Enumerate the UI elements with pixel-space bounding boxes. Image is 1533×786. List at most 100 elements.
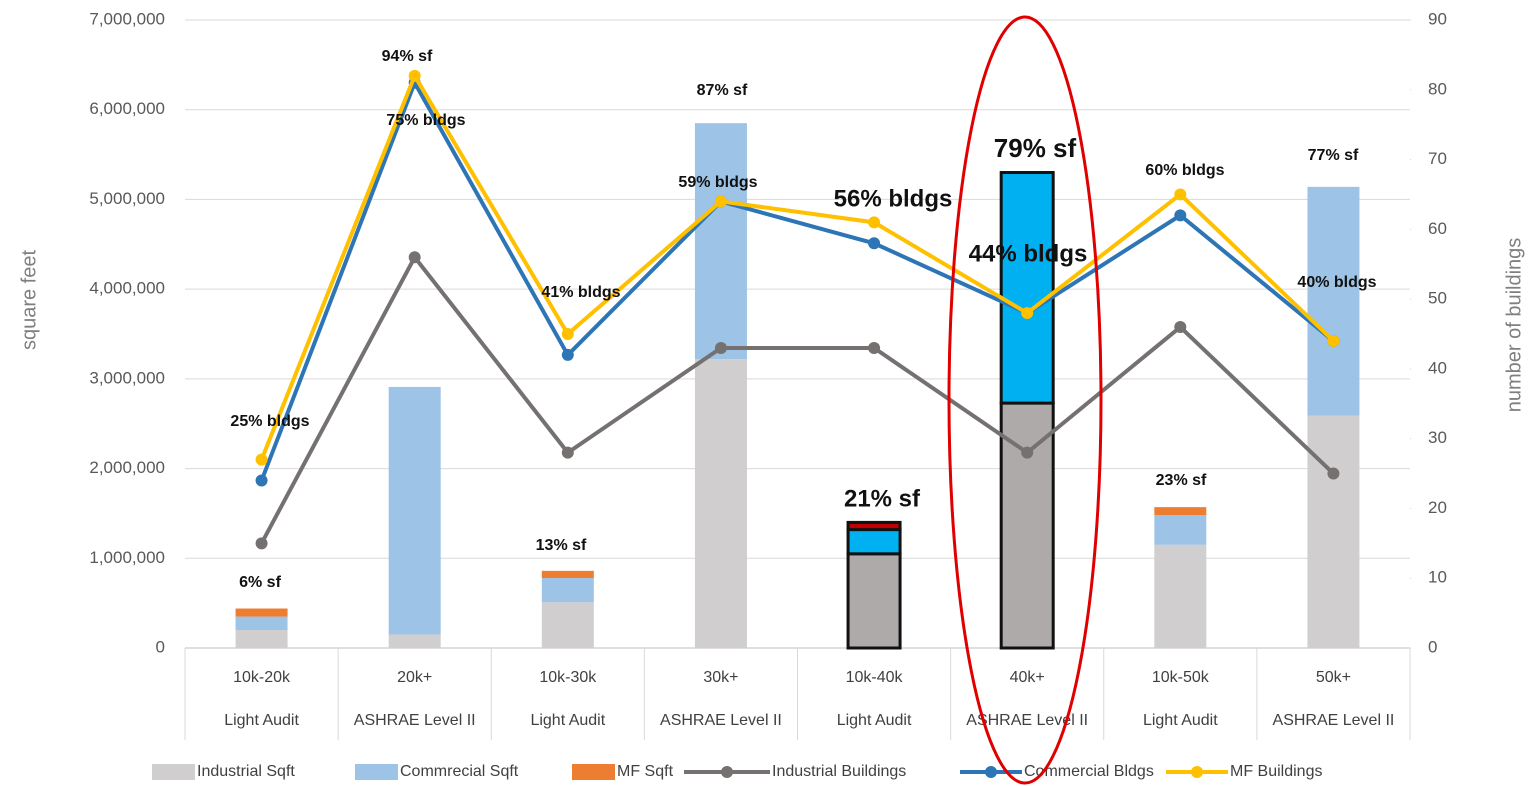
line-marker xyxy=(714,341,727,354)
x-group-label: ASHRAE Level II xyxy=(966,712,1088,729)
bar xyxy=(1154,507,1207,516)
legend-label: Commrecial Sqft xyxy=(400,763,519,780)
bar xyxy=(846,520,902,532)
bar xyxy=(388,634,441,648)
plot: 0 1,000,000 2,000,000 3,000,000 4,000,000 5,0… xyxy=(89,9,1447,780)
annotation: 56% bldgs xyxy=(834,185,953,212)
bar xyxy=(694,359,747,648)
line-marker xyxy=(1021,446,1034,459)
bar xyxy=(846,552,902,650)
x-tick-label: 10k-50k xyxy=(1152,669,1210,686)
x-group-label: Light Audit xyxy=(1143,712,1218,729)
bar xyxy=(235,630,288,648)
x-tick-label: 50k+ xyxy=(1316,669,1351,686)
bar xyxy=(235,616,288,631)
legend-label: MF Sqft xyxy=(617,763,674,780)
annotation: 87% sf xyxy=(697,82,748,99)
y2-axis-label: number of buildings xyxy=(1503,238,1525,413)
legend-label: MF Buildings xyxy=(1230,763,1322,780)
bar xyxy=(846,528,902,556)
y2-tick-label: 10 xyxy=(1428,568,1447,587)
line-marker xyxy=(714,195,727,208)
x-group-label: ASHRAE Level II xyxy=(354,712,476,729)
annotation: 94% sf xyxy=(382,48,433,65)
y-tick-label: 1,000,000 xyxy=(89,548,165,567)
line-marker xyxy=(1327,467,1340,480)
annotation: 75% bldgs xyxy=(386,112,465,129)
annotation: 77% sf xyxy=(1308,147,1359,164)
legend-marker xyxy=(1191,766,1203,778)
line-marker xyxy=(255,474,268,487)
line-marker xyxy=(868,237,881,250)
bar xyxy=(694,123,747,360)
bar xyxy=(388,386,441,635)
y-tick-label: 7,000,000 xyxy=(89,9,165,28)
x-tick-label: 40k+ xyxy=(1010,669,1045,686)
line-series xyxy=(259,78,1335,482)
y-tick-label: 6,000,000 xyxy=(89,99,165,118)
annotation: 6% sf xyxy=(239,574,281,591)
annotation: 44% bldgs xyxy=(969,240,1088,267)
annotation: 59% bldgs xyxy=(678,174,757,191)
annotation: 40% bldgs xyxy=(1297,274,1376,291)
y-tick-label: 2,000,000 xyxy=(89,458,165,477)
line-marker xyxy=(561,446,574,459)
bar xyxy=(999,171,1055,405)
x-group-label: Light Audit xyxy=(530,712,605,729)
legend-label: Commercial Bldgs xyxy=(1024,763,1154,780)
x-tick-label: 30k+ xyxy=(703,669,738,686)
x-tick-label: 10k-30k xyxy=(539,669,597,686)
line-marker xyxy=(1327,334,1340,347)
y-tick-label: 4,000,000 xyxy=(89,279,165,298)
legend-label: Industrial Sqft xyxy=(197,763,295,780)
bar xyxy=(1307,186,1360,416)
line-marker xyxy=(408,251,421,264)
y2-tick-label: 20 xyxy=(1428,498,1447,517)
bar xyxy=(541,570,594,579)
line-marker xyxy=(868,341,881,354)
line-marker xyxy=(408,69,421,82)
legend-swatch xyxy=(572,764,615,780)
line-marker xyxy=(1174,321,1187,334)
bar xyxy=(1154,544,1207,648)
x-tick-label: 20k+ xyxy=(397,669,432,686)
x-tick-label: 10k-40k xyxy=(846,669,904,686)
annotation: 23% sf xyxy=(1156,472,1207,489)
line-marker xyxy=(1174,188,1187,201)
y-tick-label: 5,000,000 xyxy=(89,189,165,208)
line-marker xyxy=(255,453,268,466)
line-marker xyxy=(561,348,574,361)
line-marker xyxy=(1021,307,1034,320)
y2-tick-label: 70 xyxy=(1428,149,1447,168)
legend-marker xyxy=(721,766,733,778)
line-marker xyxy=(1174,209,1187,222)
x-group-label: Light Audit xyxy=(837,712,912,729)
legend-swatch xyxy=(152,764,195,780)
y2-tick-label: 60 xyxy=(1428,219,1447,238)
bar xyxy=(1307,415,1360,648)
annotation: 41% bldgs xyxy=(541,284,620,301)
y-axis-label: square feet xyxy=(18,250,40,351)
bar xyxy=(235,608,288,617)
y2-tick-label: 30 xyxy=(1428,428,1447,447)
bar xyxy=(1154,515,1207,545)
annotation: 60% bldgs xyxy=(1145,162,1224,179)
y-tick-label: 0 xyxy=(156,637,165,656)
line-marker xyxy=(561,328,574,340)
annotation: 13% sf xyxy=(536,537,587,554)
annotation: 25% bldgs xyxy=(230,413,309,430)
y2-tick-label: 80 xyxy=(1428,79,1447,98)
line-marker xyxy=(255,537,268,550)
y-tick-label: 3,000,000 xyxy=(89,368,165,387)
y2-tick-label: 40 xyxy=(1428,358,1447,377)
bar xyxy=(541,578,594,603)
bar xyxy=(541,602,594,648)
x-group-label: ASHRAE Level II xyxy=(1273,712,1395,729)
legend-swatch xyxy=(355,764,398,780)
legend-label: Industrial Buildings xyxy=(772,763,906,780)
line-series xyxy=(259,71,1335,461)
y2-tick-label: 0 xyxy=(1428,637,1437,656)
y2-tick-label: 90 xyxy=(1428,9,1447,28)
annotation: 79% sf xyxy=(994,133,1077,163)
